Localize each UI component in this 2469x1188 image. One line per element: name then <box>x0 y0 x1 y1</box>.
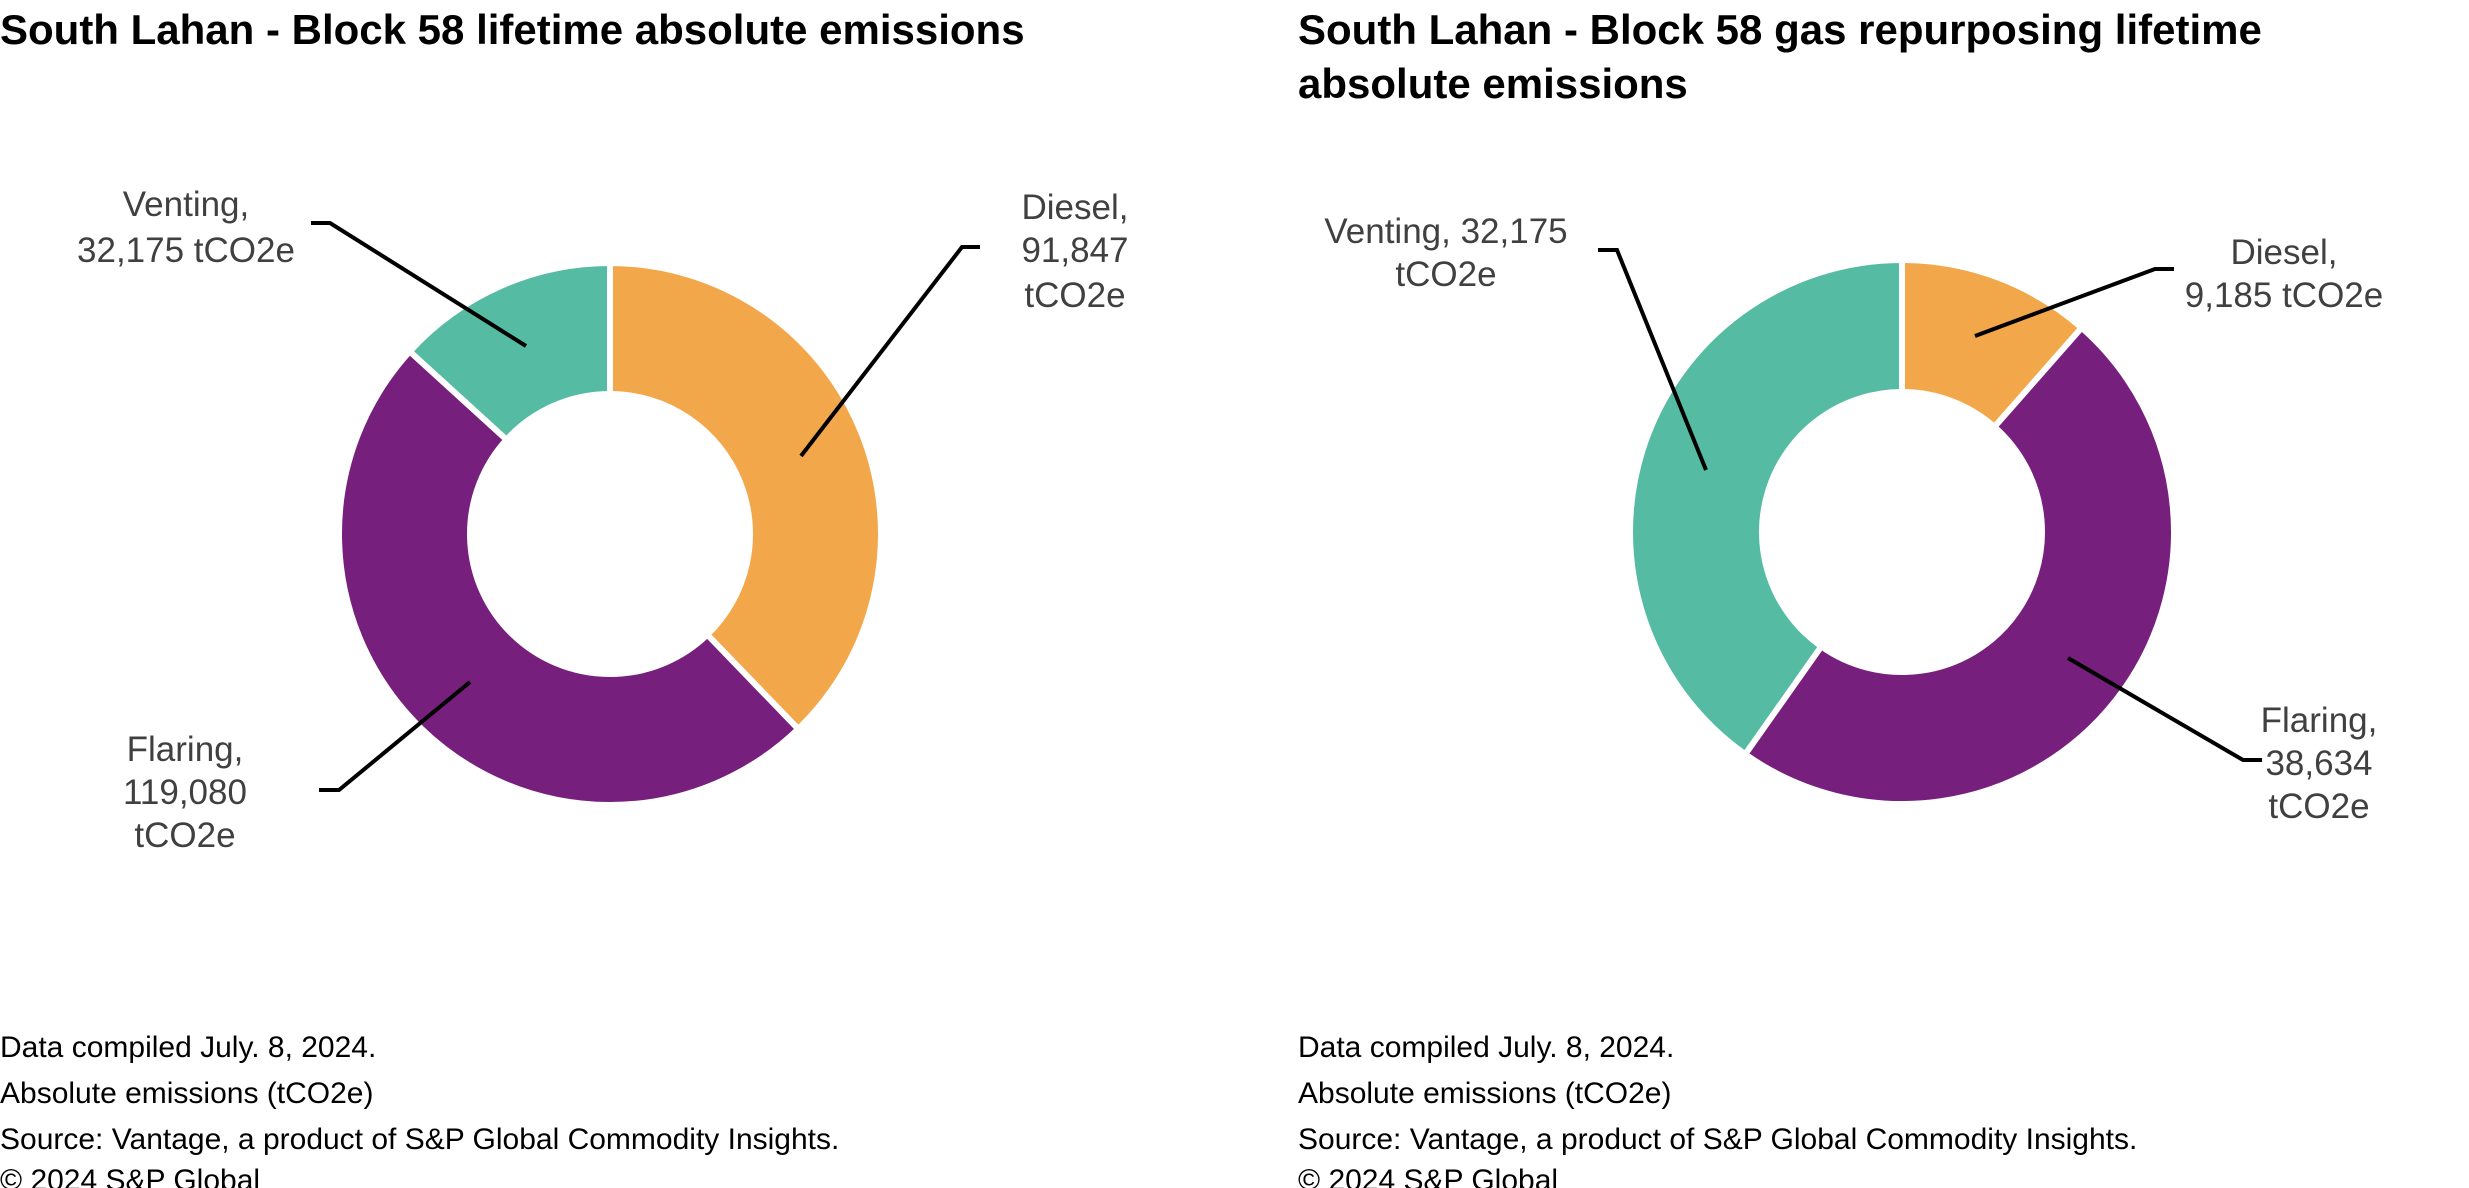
data-label-line: 91,847 <box>1021 231 1128 270</box>
data-label-line: Flaring, <box>2261 701 2378 740</box>
footnote-unit: Absolute emissions (tCO2e) <box>0 1077 373 1110</box>
donut <box>336 259 884 808</box>
footnote-source: Source: Vantage, a product of S&P Global… <box>1298 1123 2137 1156</box>
data-label-line: tCO2e <box>1024 276 1125 315</box>
data-label-line: tCO2e <box>1395 255 1496 294</box>
slice-venting <box>405 259 613 444</box>
data-label-line: Diesel, <box>1022 188 1129 227</box>
chart-right: South Lahan - Block 58 gas repurposing l… <box>1298 6 2383 1188</box>
data-label-flaring: Flaring, 38,634 tCO2e <box>2261 701 2378 826</box>
chart-title: South Lahan - Block 58 gas repurposing l… <box>1298 6 2262 53</box>
footnote-unit: Absolute emissions (tCO2e) <box>1298 1077 1671 1110</box>
data-label-line: 32,175 tCO2e <box>77 231 295 270</box>
data-label-line: Venting, 32,175 <box>1324 212 1567 251</box>
leader-line-diesel <box>1974 267 2174 338</box>
data-label-venting: Venting, 32,175 tCO2e <box>77 185 295 270</box>
slice-flaring <box>336 347 803 808</box>
data-label-line: tCO2e <box>134 816 235 855</box>
chart-title: South Lahan - Block 58 lifetime absolute… <box>0 6 1025 53</box>
footnote-copyright: © 2024 S&P Global <box>1298 1164 1558 1188</box>
slice-venting <box>1627 256 1905 759</box>
data-label-venting: Venting, 32,175 tCO2e <box>1324 212 1567 294</box>
footnote-date: Data compiled July. 8, 2024. <box>1298 1031 1674 1064</box>
leader-line-flaring <box>319 680 472 792</box>
donut <box>1627 256 2178 807</box>
footnote-source: Source: Vantage, a product of S&P Global… <box>0 1123 839 1156</box>
data-label-line: Venting, <box>123 185 250 224</box>
data-label-line: tCO2e <box>2268 787 2369 826</box>
footnote-date: Data compiled July. 8, 2024. <box>0 1031 376 1064</box>
data-label-line: Diesel, <box>2231 233 2338 272</box>
data-label-diesel: Diesel, 91,847 tCO2e <box>1021 188 1128 315</box>
data-label-flaring: Flaring, 119,080 tCO2e <box>123 730 247 855</box>
data-label-line: 38,634 <box>2265 744 2372 783</box>
slice-flaring <box>1741 323 2178 807</box>
data-label-line: Flaring, <box>127 730 244 769</box>
footnotes: Data compiled July. 8, 2024. Absolute em… <box>0 1031 839 1188</box>
leader-line-flaring <box>2066 656 2262 762</box>
leader-line-venting <box>1598 248 1708 471</box>
footnotes: Data compiled July. 8, 2024. Absolute em… <box>1298 1031 2137 1188</box>
data-label-line: 119,080 <box>123 773 247 812</box>
data-labels: Diesel, 91,847 tCO2e Flaring, 119,080 tCO2e Ve… <box>77 185 1129 855</box>
leader-line-venting <box>311 221 528 348</box>
data-label-diesel: Diesel, 9,185 tCO2e <box>2185 233 2383 315</box>
chart-left: South Lahan - Block 58 lifetime absolute… <box>0 6 1129 1188</box>
chart-title-line2: absolute emissions <box>1298 60 1688 107</box>
footnote-copyright: © 2024 S&P Global <box>0 1164 260 1188</box>
data-label-line: 9,185 tCO2e <box>2185 276 2383 315</box>
slice-diesel <box>607 259 884 734</box>
leader-line-diesel <box>799 245 980 458</box>
